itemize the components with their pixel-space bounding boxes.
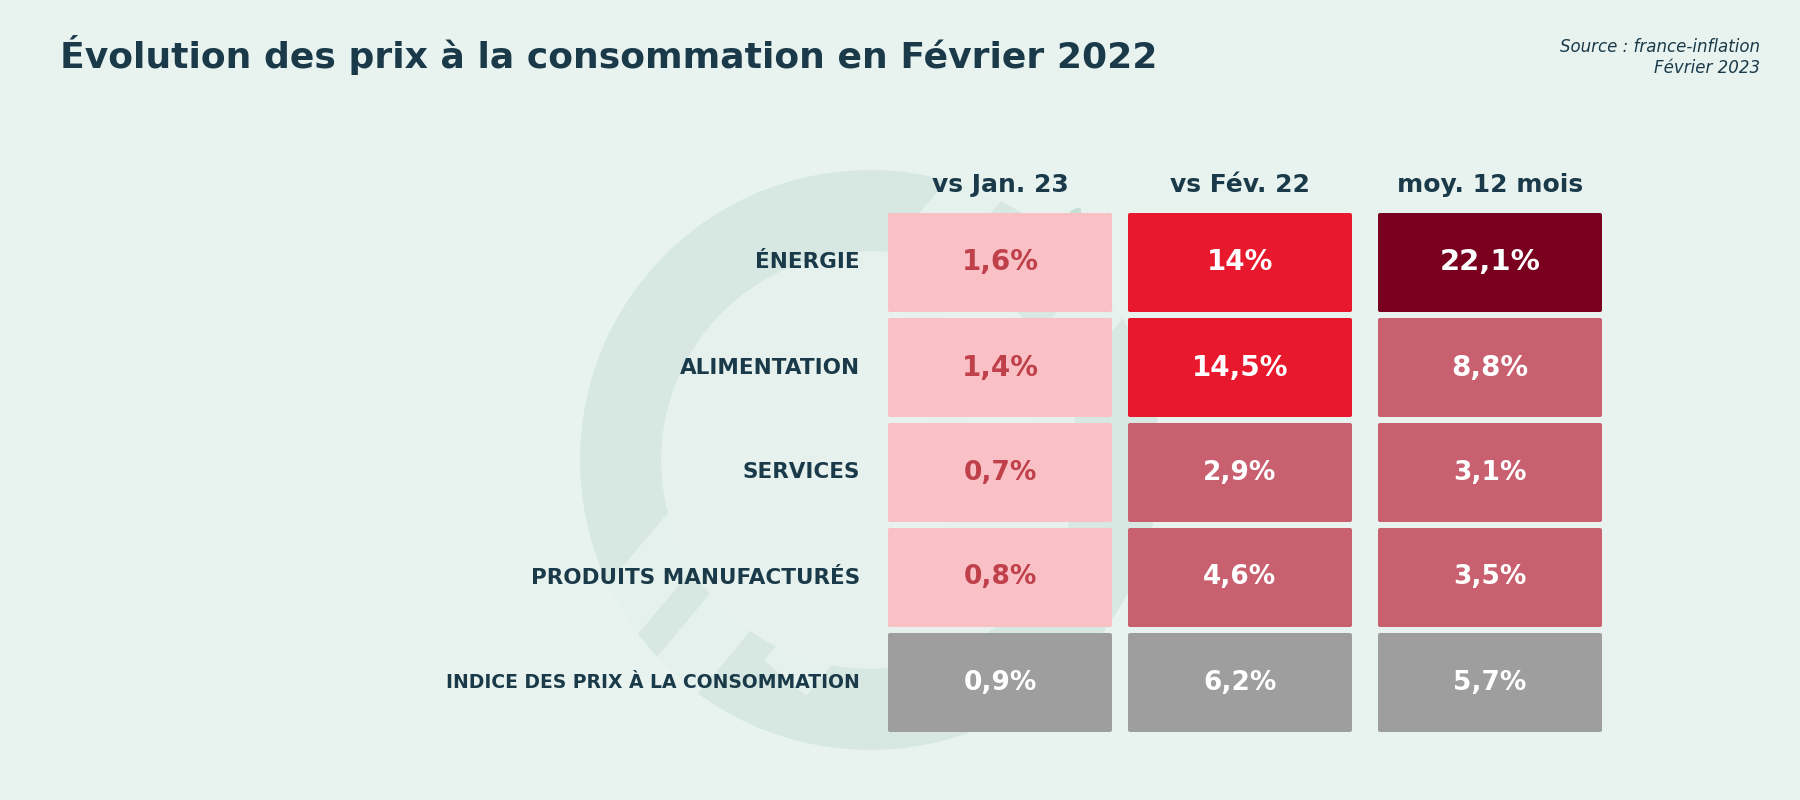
Text: 3,5%: 3,5% (1453, 565, 1526, 590)
Text: 0,9%: 0,9% (963, 670, 1037, 695)
Text: SERVICES: SERVICES (742, 462, 860, 482)
FancyBboxPatch shape (887, 528, 1112, 627)
FancyBboxPatch shape (887, 633, 1112, 732)
FancyBboxPatch shape (1129, 528, 1352, 627)
Text: ÉNERGIE: ÉNERGIE (756, 253, 860, 273)
Polygon shape (544, 124, 1037, 696)
Text: 1,6%: 1,6% (961, 249, 1039, 277)
Text: 6,2%: 6,2% (1204, 670, 1276, 695)
Text: 0,8%: 0,8% (963, 565, 1037, 590)
Text: 5,7%: 5,7% (1453, 670, 1526, 695)
Text: 4,6%: 4,6% (1204, 565, 1276, 590)
FancyBboxPatch shape (1129, 213, 1352, 312)
Text: ALIMENTATION: ALIMENTATION (680, 358, 860, 378)
FancyBboxPatch shape (1379, 423, 1602, 522)
FancyBboxPatch shape (1129, 318, 1352, 417)
Text: 0,7%: 0,7% (963, 459, 1037, 486)
FancyBboxPatch shape (887, 213, 1112, 312)
Text: Source : france-inflation
Février 2023: Source : france-inflation Février 2023 (1561, 38, 1760, 77)
FancyBboxPatch shape (887, 318, 1112, 417)
FancyBboxPatch shape (1379, 318, 1602, 417)
Circle shape (661, 251, 1078, 669)
Text: vs Jan. 23: vs Jan. 23 (932, 173, 1069, 197)
FancyBboxPatch shape (887, 423, 1112, 522)
Text: 22,1%: 22,1% (1440, 249, 1541, 277)
Text: moy. 12 mois: moy. 12 mois (1397, 173, 1582, 197)
FancyBboxPatch shape (1379, 528, 1602, 627)
Text: PRODUITS MANUFACTURÉS: PRODUITS MANUFACTURÉS (531, 567, 860, 587)
FancyBboxPatch shape (1129, 423, 1352, 522)
Text: INDICE DES PRIX À LA CONSOMMATION: INDICE DES PRIX À LA CONSOMMATION (446, 673, 860, 692)
Text: 2,9%: 2,9% (1204, 459, 1276, 486)
Text: 14,5%: 14,5% (1192, 354, 1289, 382)
Circle shape (580, 170, 1159, 750)
FancyBboxPatch shape (1379, 633, 1602, 732)
Text: 14%: 14% (1206, 249, 1273, 277)
Text: 8,8%: 8,8% (1451, 354, 1528, 382)
FancyBboxPatch shape (1379, 213, 1602, 312)
FancyBboxPatch shape (1129, 633, 1352, 732)
Text: 3,1%: 3,1% (1453, 459, 1526, 486)
Text: vs Fév. 22: vs Fév. 22 (1170, 173, 1310, 197)
Text: Évolution des prix à la consommation en Février 2022: Évolution des prix à la consommation en … (59, 35, 1157, 75)
Polygon shape (763, 124, 1256, 696)
Text: 1,4%: 1,4% (961, 354, 1039, 382)
Polygon shape (653, 124, 1147, 696)
